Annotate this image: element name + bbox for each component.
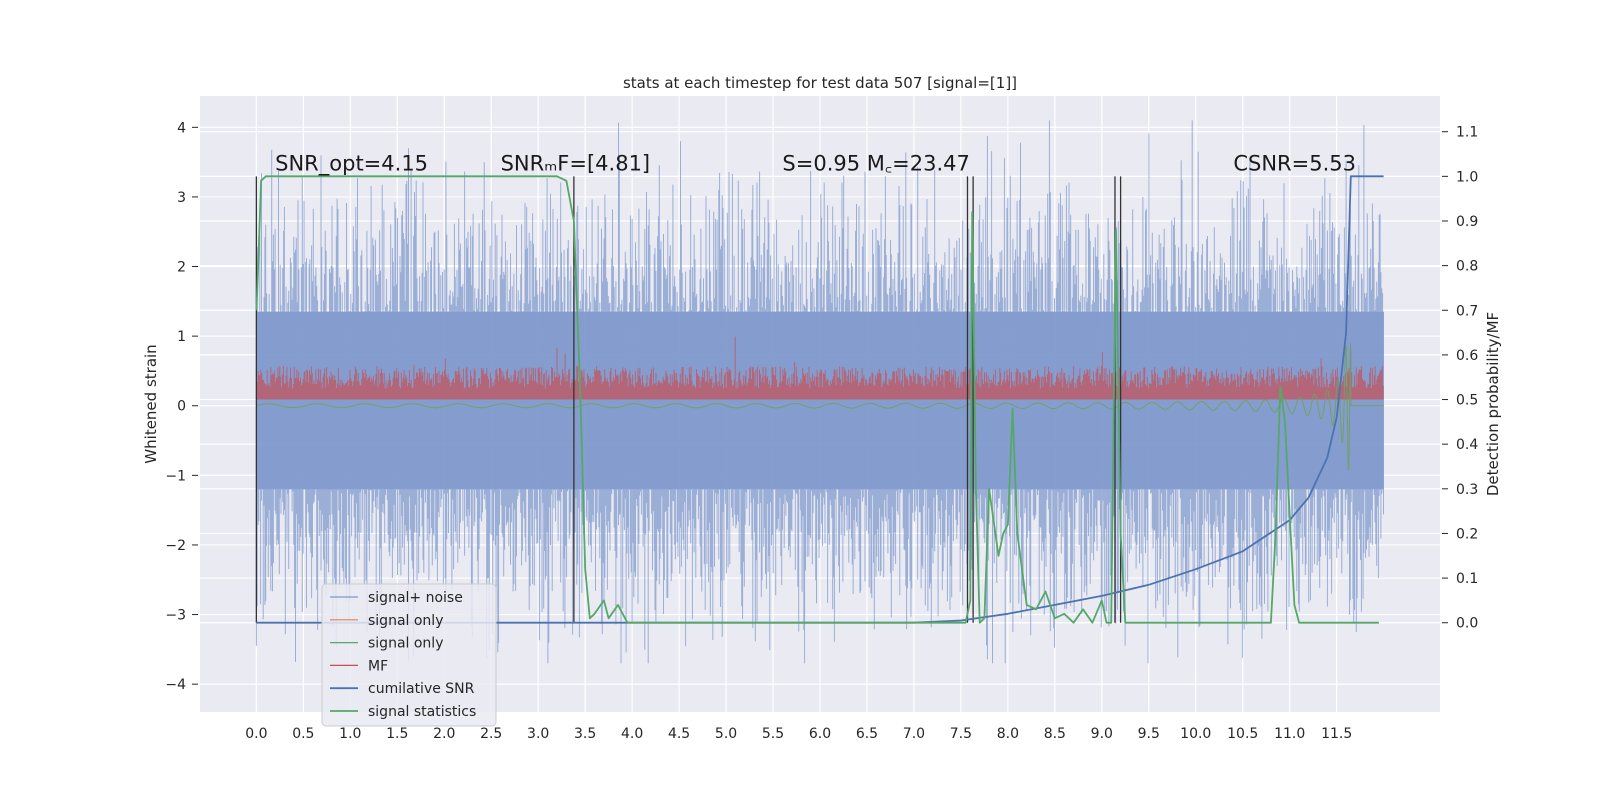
x-tick-label: 10.5 xyxy=(1227,726,1258,742)
y-right-tick-label: 1.1 xyxy=(1456,125,1478,141)
legend: signal+ noise signal only signal only MF cum… xyxy=(321,583,497,727)
y-tick-label: 2 xyxy=(177,260,186,276)
y-tick-label: 1 xyxy=(177,329,186,345)
y-right-tick-label: 0.7 xyxy=(1456,303,1478,319)
x-tick-label: 0.0 xyxy=(245,726,267,742)
x-tick-label: 7.5 xyxy=(950,726,972,742)
y-right-tick-label: 0.8 xyxy=(1456,259,1478,275)
x-tick-label: 9.0 xyxy=(1091,726,1113,742)
x-tick-label: 3.0 xyxy=(527,726,549,742)
x-tick-label: 11.0 xyxy=(1274,726,1305,742)
signal-noise-series xyxy=(255,120,1384,664)
x-tick-label: 1.5 xyxy=(386,726,408,742)
signal-statistics-line xyxy=(255,175,1379,624)
annotations: SNR_opt=4.15 SNRₘF=[4.81] S=0.95 M꜀=23.47 C… xyxy=(275,151,1356,176)
x-tick-label: 4.5 xyxy=(668,726,690,742)
y-right-tick-label: 0.5 xyxy=(1456,393,1478,409)
y-right-tick-label: 0.4 xyxy=(1456,437,1478,453)
annotation-text: CSNR=5.53 xyxy=(1233,151,1356,175)
y-right-tick-label: 0.9 xyxy=(1456,214,1478,230)
y-tick-label: −4 xyxy=(165,677,186,693)
x-tick-label: 7.0 xyxy=(903,726,925,742)
y-axis-label: Whitened strain xyxy=(142,344,160,463)
signal-only-series xyxy=(256,343,1384,471)
signal-only-line xyxy=(256,343,1384,471)
legend-label: signal only xyxy=(368,613,443,629)
annotation-text: SNRₘF=[4.81] xyxy=(501,151,651,175)
x-tick-label: 9.5 xyxy=(1138,726,1160,742)
y-tick-label: −1 xyxy=(165,468,186,484)
y-right-tick-label: 0.6 xyxy=(1456,348,1478,364)
y-axis-right-label: Detection probability/MF xyxy=(1484,312,1502,496)
y-axis-right-ticks: 1.1 1.0 0.9 0.8 0.7 0.6 0.5 0.4 0.3 0.2 0.1 0.0 xyxy=(1442,125,1478,632)
x-tick-label: 1.0 xyxy=(339,726,361,742)
legend-box xyxy=(321,583,497,727)
y-tick-label: 3 xyxy=(177,190,186,206)
x-tick-label: 6.5 xyxy=(856,726,878,742)
annotation-text: SNR_opt=4.15 xyxy=(275,151,428,176)
y-right-tick-label: 1.0 xyxy=(1456,169,1478,185)
x-tick-label: 5.5 xyxy=(762,726,784,742)
y-tick-label: −3 xyxy=(165,608,186,624)
y-right-tick-label: 0.0 xyxy=(1456,616,1478,632)
legend-label: signal only xyxy=(368,636,443,652)
y-right-tick-label: 0.1 xyxy=(1456,571,1478,587)
x-tick-label: 6.0 xyxy=(809,726,831,742)
x-tick-label: 8.5 xyxy=(1044,726,1066,742)
annotation-text: S=0.95 M꜀=23.47 xyxy=(782,151,969,175)
x-tick-label: 2.0 xyxy=(433,726,455,742)
signal-noise-band xyxy=(256,311,1384,490)
y-tick-label: 0 xyxy=(177,399,186,415)
x-tick-label: 10.0 xyxy=(1180,726,1211,742)
x-tick-label: 5.0 xyxy=(715,726,737,742)
x-tick-label: 4.0 xyxy=(621,726,643,742)
x-tick-label: 2.5 xyxy=(480,726,502,742)
legend-label: cumilative SNR xyxy=(368,681,475,697)
x-tick-label: 3.5 xyxy=(574,726,596,742)
statistic-lines xyxy=(255,175,1384,624)
y-right-tick-label: 0.3 xyxy=(1456,482,1478,498)
legend-label: signal+ noise xyxy=(368,590,463,606)
chart-title: stats at each timestep for test data 507… xyxy=(623,74,1017,92)
legend-label: signal statistics xyxy=(368,704,476,720)
x-tick-label: 0.5 xyxy=(292,726,314,742)
y-tick-label: −2 xyxy=(165,538,186,554)
y-right-tick-label: 0.2 xyxy=(1456,526,1478,542)
y-axis-ticks: 4 3 2 1 0 −1 −2 −3 −4 xyxy=(165,120,198,693)
x-tick-label: 8.0 xyxy=(997,726,1019,742)
x-axis-ticks: 0.0 0.5 1.0 1.5 2.0 2.5 3.0 3.5 4.0 4.5 5.0 5.5 6.0 6… xyxy=(245,726,1352,742)
x-tick-label: 11.5 xyxy=(1321,726,1352,742)
legend-label: MF xyxy=(368,658,388,674)
y-tick-label: 4 xyxy=(177,120,186,136)
